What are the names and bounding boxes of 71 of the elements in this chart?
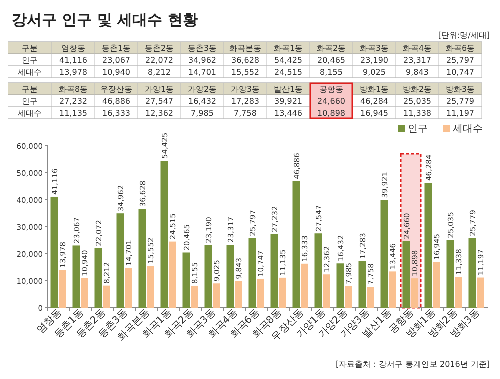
text: 23,190	[360, 56, 388, 65]
category-label: 방화1동	[360, 85, 390, 94]
text: 13,446	[274, 109, 302, 118]
text: 10,898	[318, 109, 346, 118]
text: 10,747	[446, 68, 474, 77]
text: 인구	[22, 97, 38, 106]
text: 25,797	[446, 56, 474, 65]
category-label: 화곡3동	[360, 44, 390, 53]
text: 17,283	[232, 97, 260, 106]
text: 12,362	[146, 109, 174, 118]
text: 15,552	[232, 68, 260, 77]
text: 8,155	[320, 68, 343, 77]
category-label: 방화2동	[402, 85, 432, 94]
text: 10,940	[102, 68, 130, 77]
text: 인구	[22, 56, 38, 65]
text: 구분	[22, 85, 38, 94]
text: 9,843	[406, 68, 429, 77]
category-label: 공항동	[320, 85, 344, 94]
text: 23,067	[102, 56, 130, 65]
text: 46,284	[360, 97, 388, 106]
text: 16,432	[188, 97, 216, 106]
text: 22,072	[146, 56, 174, 65]
category-label: 화곡2동	[316, 44, 346, 53]
category-label: 가양2동	[188, 85, 218, 94]
text: 20,465	[318, 56, 346, 65]
text: 41,116	[60, 56, 88, 65]
category-label: 등촌1동	[102, 44, 132, 53]
category-label: 염창동	[62, 44, 86, 53]
text: 46,886	[102, 97, 130, 106]
category-label: 화곡6동	[446, 44, 476, 53]
category-label: 등촌2동	[144, 44, 174, 53]
category-label: 발산1동	[274, 85, 304, 94]
text: 34,962	[188, 56, 216, 65]
text: 11,135	[60, 109, 88, 118]
text: 11,197	[446, 109, 474, 118]
text: 24,515	[274, 68, 302, 77]
text: 9,025	[363, 68, 386, 77]
text: 14,701	[188, 68, 216, 77]
chart-title: 강서구 인구 및 세대수 현황	[12, 11, 198, 29]
category-label: 화곡본동	[230, 44, 262, 53]
text: 39,921	[274, 97, 302, 106]
text: 27,547	[146, 97, 174, 106]
text: 23,317	[404, 56, 432, 65]
text: 7,985	[191, 109, 214, 118]
text: 16,333	[102, 109, 130, 118]
text: 13,978	[60, 68, 88, 77]
text: [단위:명/세대]	[438, 31, 490, 40]
text: 8,212	[148, 68, 171, 77]
text: [자료출처 : 강서구 통계연보 2016년 기준]	[336, 360, 490, 369]
category-label: 화곡8동	[58, 85, 88, 94]
text: 구분	[22, 44, 38, 53]
category-label: 화곡4동	[402, 44, 432, 53]
legend-label: 인구	[408, 124, 428, 135]
text: 36,628	[232, 56, 260, 65]
text: 27,232	[60, 97, 88, 106]
category-label: 가양3동	[230, 85, 260, 94]
category-label: 등촌3동	[188, 44, 218, 53]
category-label: 방화3동	[446, 85, 476, 94]
text: 25,779	[446, 97, 474, 106]
text: 7,758	[234, 109, 257, 118]
text: 25,035	[404, 97, 432, 106]
text: 16,945	[360, 109, 388, 118]
text: 54,425	[274, 56, 302, 65]
text: 세대수	[18, 68, 42, 77]
category-label: 화곡1동	[274, 44, 304, 53]
category-label: 우장산동	[100, 85, 132, 94]
legend-label: 세대수	[453, 124, 483, 135]
category-label: 가양1동	[144, 85, 174, 94]
text: 24,660	[318, 97, 346, 106]
text: 세대수	[18, 109, 42, 118]
text: 11,338	[404, 109, 432, 118]
